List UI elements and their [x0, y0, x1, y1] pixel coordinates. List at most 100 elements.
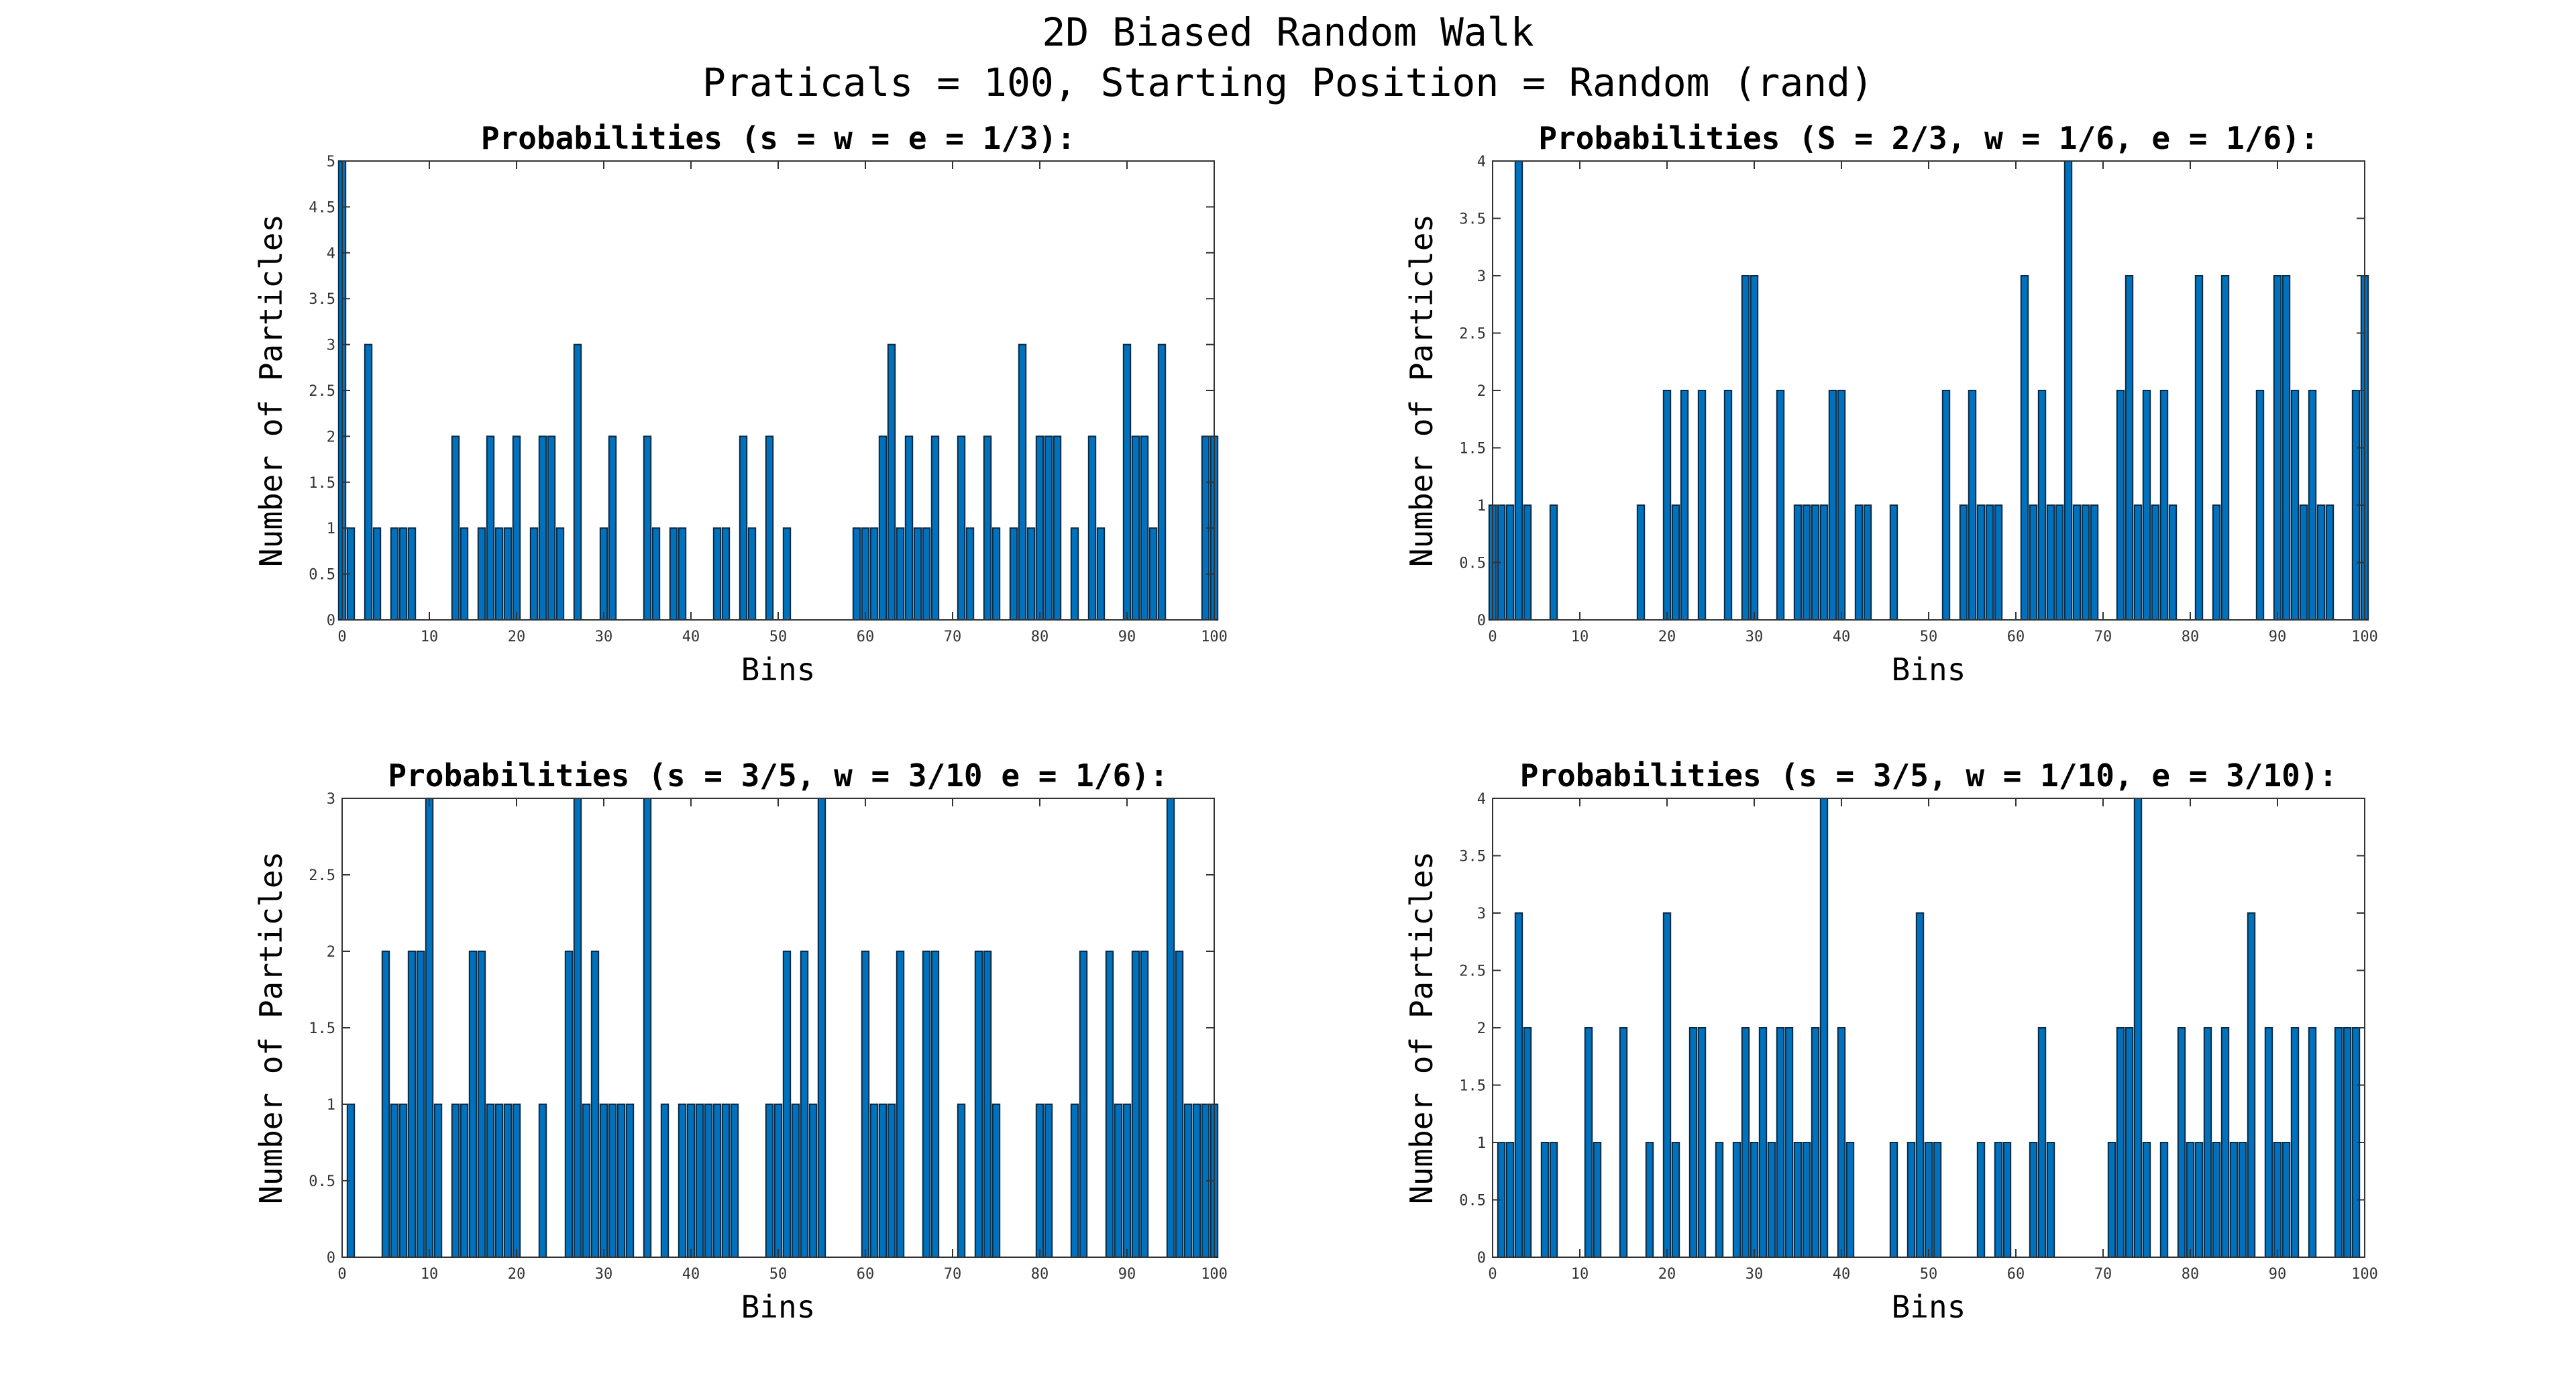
- bar-bin-91: [1131, 951, 1140, 1258]
- bar-bin-30: [1750, 1142, 1759, 1258]
- bar-bin-39: [678, 527, 687, 621]
- bar-bin-98: [1192, 1104, 1201, 1258]
- subplot-title: Probabilities (s = 3/5, w = 1/10, e = 3/…: [1520, 757, 2338, 794]
- bar-bin-33: [1776, 390, 1785, 621]
- bar-bin-86: [1087, 435, 1097, 621]
- bar-bin-79: [1026, 527, 1036, 621]
- x-tick-label: 40: [682, 629, 700, 645]
- bar-bin-48: [1907, 1142, 1916, 1258]
- bar-bin-37: [1811, 504, 1820, 621]
- bar-bin-63: [2037, 390, 2047, 621]
- bar-bin-17: [486, 1104, 495, 1258]
- x-tick-label: 60: [857, 629, 875, 645]
- bar-bin-49: [765, 1104, 774, 1258]
- y-tick-label: 1: [1477, 1135, 1486, 1152]
- bar-bin-41: [695, 1104, 704, 1258]
- bar-bin-97: [1183, 1104, 1193, 1258]
- x-tick-label: 60: [2007, 1266, 2025, 1283]
- y-tick-label: 2: [1477, 383, 1486, 400]
- bar-bin-64: [896, 951, 905, 1258]
- bar-bin-25: [555, 527, 565, 621]
- bar-bin-62: [2029, 1142, 2038, 1258]
- x-tick-label: 100: [2351, 629, 2378, 645]
- bar-bin-42: [704, 1104, 713, 1258]
- bar-bin-20: [512, 435, 521, 621]
- bar-bin-8: [407, 951, 417, 1258]
- bar-bin-78: [1018, 343, 1027, 621]
- bar-bin-50: [1924, 1142, 1933, 1258]
- bar-bin-26: [564, 951, 574, 1258]
- x-tick-label: 0: [1488, 629, 1497, 645]
- bar-bin-51: [782, 527, 792, 621]
- x-tick-label: 80: [1031, 629, 1049, 645]
- bar-bin-87: [1096, 527, 1106, 621]
- bar-bin-33: [625, 1104, 635, 1258]
- x-tick-label: 30: [595, 1266, 613, 1283]
- bar-bin-85: [2229, 1142, 2239, 1258]
- x-tick-label: 30: [595, 629, 613, 645]
- bar-bin-6: [1540, 1142, 1550, 1258]
- bar-bin-19: [503, 527, 513, 621]
- bar-bin-26: [1715, 1142, 1724, 1258]
- plot-area: [341, 160, 1215, 621]
- bar-bin-73: [974, 951, 983, 1258]
- bar-bin-80: [1035, 1104, 1044, 1258]
- y-tick-label: 2.5: [309, 383, 335, 400]
- x-tick-label: 100: [1201, 1266, 1228, 1283]
- bar-bin-19: [503, 1104, 513, 1258]
- x-tick-label: 10: [1571, 629, 1589, 645]
- bar-bin-46: [1889, 1142, 1898, 1258]
- bar-bin-65: [904, 435, 914, 621]
- bar-bin-7: [1549, 504, 1558, 621]
- y-tick-label: 0.5: [309, 1173, 335, 1190]
- x-tick-label: 20: [508, 629, 526, 645]
- y-tick-label: 1: [327, 521, 335, 537]
- bar-bin-74: [2133, 504, 2143, 621]
- bar-bin-51: [782, 951, 792, 1258]
- x-tick-label: 0: [1488, 1266, 1497, 1283]
- bar-bin-7: [398, 1104, 408, 1258]
- bar-bin-74: [2133, 798, 2143, 1258]
- bar-bin-71: [957, 435, 966, 621]
- bar-bin-7: [1549, 1142, 1558, 1258]
- bar-bin-5: [381, 951, 390, 1258]
- y-tick-label: 2: [327, 944, 335, 961]
- bar-bin-46: [739, 435, 748, 621]
- x-tick-label: 10: [421, 629, 439, 645]
- x-tick-label: 10: [421, 1266, 439, 1283]
- bar-bin-23: [538, 1104, 547, 1258]
- bar-bin-86: [2238, 1142, 2247, 1258]
- bar-bin-54: [1959, 504, 1968, 621]
- bar-bin-38: [1819, 798, 1829, 1258]
- bar-bin-63: [887, 343, 896, 621]
- y-tick-label: 1.5: [1459, 441, 1486, 458]
- bar-bin-69: [2090, 504, 2099, 621]
- x-tick-label: 50: [1920, 629, 1938, 645]
- y-tick-label: 0.5: [309, 567, 335, 584]
- bar-bin-94: [2308, 390, 2317, 621]
- x-tick-label: 0: [337, 1266, 346, 1283]
- x-tick-label: 70: [944, 1266, 962, 1283]
- bar-bin-22: [529, 527, 539, 621]
- bar-bin-68: [930, 435, 940, 621]
- bar-bin-90: [2273, 1142, 2282, 1258]
- bar-bin-81: [2194, 275, 2204, 621]
- bar-bin-36: [651, 527, 661, 621]
- bar-bin-59: [852, 527, 861, 621]
- y-axis-label: Number of Particles: [1403, 214, 1440, 567]
- x-tick-label: 70: [2094, 1266, 2112, 1283]
- bar-bin-27: [573, 798, 582, 1258]
- y-tick-label: 3.5: [1459, 211, 1486, 228]
- bar-bin-14: [460, 1104, 469, 1258]
- x-tick-label: 50: [769, 629, 788, 645]
- y-tick-label: 1.5: [1459, 1078, 1486, 1095]
- bar-bin-74: [983, 951, 992, 1258]
- bar-bin-82: [2203, 1027, 2212, 1258]
- bar-bin-72: [965, 527, 975, 621]
- bar-bin-81: [1044, 435, 1053, 621]
- bar-bin-6: [390, 527, 399, 621]
- bar-bin-43: [1863, 504, 1872, 621]
- y-tick-label: 2.5: [1459, 963, 1486, 980]
- y-tick-label: 1: [327, 1097, 335, 1114]
- bar-bin-35: [1793, 1142, 1803, 1258]
